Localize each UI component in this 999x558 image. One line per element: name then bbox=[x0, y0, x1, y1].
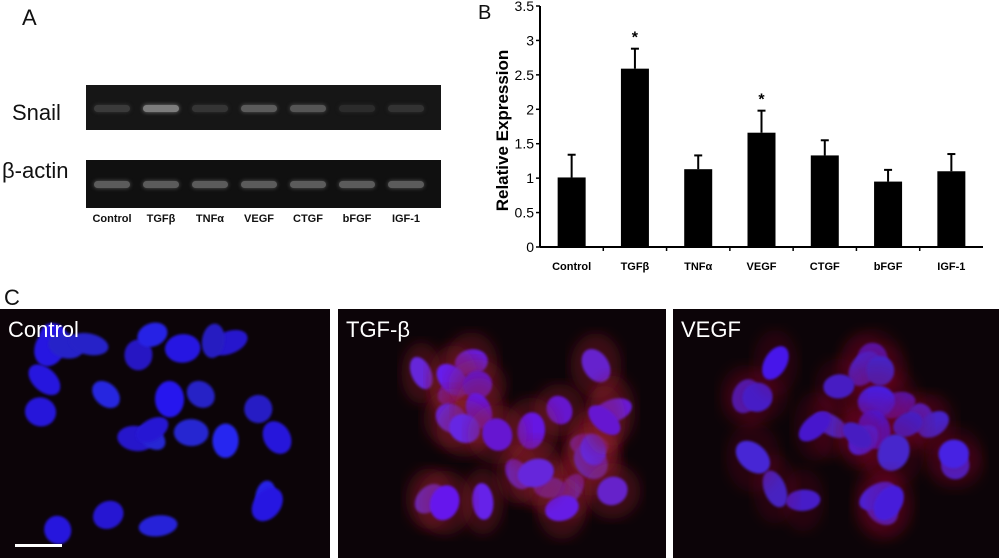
panel-label-b: B bbox=[478, 2, 492, 24]
nucleus bbox=[212, 423, 239, 458]
nucleus bbox=[409, 356, 433, 390]
nucleus bbox=[581, 348, 611, 383]
nucleus bbox=[137, 322, 168, 348]
nucleus bbox=[735, 440, 771, 474]
nucleus bbox=[201, 323, 225, 358]
nucleus bbox=[545, 495, 579, 522]
nucleus bbox=[429, 485, 460, 521]
gel-band bbox=[94, 181, 130, 188]
x-tick-label: Control bbox=[552, 261, 591, 273]
gel-band bbox=[388, 181, 424, 188]
gel-beta-actin bbox=[86, 160, 441, 208]
micrograph-label: TGF-β bbox=[346, 317, 410, 342]
x-tick-label: IGF-1 bbox=[937, 261, 965, 273]
micrograph-label: Control bbox=[8, 317, 79, 342]
gel-row-label-snail: Snail bbox=[12, 100, 61, 125]
nucleus bbox=[186, 380, 215, 408]
nucleus bbox=[164, 334, 201, 363]
micrograph-label: VEGF bbox=[681, 317, 741, 342]
gel-band bbox=[290, 105, 326, 112]
panel-label-c: C bbox=[4, 285, 20, 310]
nucleus bbox=[842, 422, 872, 449]
x-tick-label: CTGF bbox=[810, 261, 840, 273]
gel-band bbox=[339, 181, 375, 188]
nucleus bbox=[938, 439, 970, 469]
nucleus bbox=[262, 421, 292, 454]
bar bbox=[747, 132, 776, 247]
micrograph-tgf-beta: TGF-β bbox=[338, 309, 666, 558]
gel-lane-label: IGF-1 bbox=[391, 213, 421, 225]
bar bbox=[620, 68, 649, 247]
gel-band bbox=[143, 181, 179, 188]
nucleus bbox=[69, 332, 109, 356]
nucleus bbox=[588, 405, 621, 436]
bar bbox=[874, 181, 903, 247]
nucleus bbox=[124, 339, 153, 371]
gel-lane-label: TGFβ bbox=[146, 213, 176, 225]
y-tick-label: 3 bbox=[526, 32, 534, 48]
gel-band bbox=[290, 181, 326, 188]
nucleus bbox=[597, 476, 628, 506]
nucleus bbox=[762, 346, 789, 380]
y-tick-label: 3.5 bbox=[515, 0, 535, 14]
gel-band bbox=[241, 181, 277, 188]
nucleus bbox=[136, 417, 169, 443]
y-tick-label: 0.5 bbox=[515, 205, 535, 221]
gel-band bbox=[388, 105, 424, 112]
gel-lane-label: TNFα bbox=[195, 213, 225, 225]
nucleus bbox=[244, 394, 273, 424]
y-tick-label: 2.5 bbox=[515, 67, 535, 83]
bar bbox=[810, 155, 839, 247]
gel-lane-label: VEGF bbox=[244, 213, 274, 225]
gel-band bbox=[192, 105, 228, 112]
scale-bar bbox=[15, 544, 62, 547]
nucleus bbox=[93, 500, 124, 530]
bar bbox=[684, 169, 713, 247]
y-tick-label: 1.5 bbox=[515, 136, 535, 152]
gel-band bbox=[339, 105, 375, 112]
micrograph-control: Control bbox=[0, 309, 330, 558]
nucleus bbox=[877, 434, 910, 471]
gel-band bbox=[94, 105, 130, 112]
nucleus bbox=[44, 515, 72, 545]
nucleus bbox=[138, 515, 178, 537]
nucleus bbox=[24, 397, 57, 427]
nucleus bbox=[823, 374, 855, 399]
y-tick-label: 0 bbox=[526, 239, 534, 255]
y-tick-label: 2 bbox=[526, 101, 534, 117]
gel-row-label-actin: β-actin bbox=[2, 158, 69, 183]
gel-snail bbox=[86, 85, 441, 130]
gel-band bbox=[192, 181, 228, 188]
gel-lane-label: CTGF bbox=[293, 213, 323, 225]
gel-lane-label: Control bbox=[92, 213, 132, 225]
nucleus bbox=[798, 411, 831, 442]
nucleus bbox=[517, 458, 554, 488]
x-tick-label: TGFβ bbox=[621, 261, 650, 273]
bar bbox=[557, 177, 586, 247]
y-tick-label: 1 bbox=[526, 170, 534, 186]
nucleus bbox=[154, 380, 185, 418]
panel-label-a: A bbox=[22, 5, 37, 30]
nucleus bbox=[92, 380, 120, 409]
bar bbox=[937, 171, 966, 247]
nucleus bbox=[873, 485, 904, 521]
gel-band bbox=[143, 105, 179, 112]
micrograph-vegf: VEGF bbox=[673, 309, 999, 558]
x-tick-label: bFGF bbox=[874, 261, 903, 273]
significance-marker: * bbox=[758, 92, 765, 109]
gel-lane-label: bFGF bbox=[342, 213, 372, 225]
nucleus bbox=[173, 419, 209, 447]
significance-marker: * bbox=[632, 30, 639, 47]
bar-chart: 0 0.5 1 1.5 2 2.5 3 3.5 Relative Expression Contr… bbox=[493, 0, 983, 273]
x-tick-label: TNFα bbox=[684, 261, 712, 273]
nucleus bbox=[251, 487, 283, 522]
x-tick-label: VEGF bbox=[747, 261, 777, 273]
gel-band bbox=[241, 105, 277, 112]
nucleus bbox=[482, 418, 513, 451]
nucleus bbox=[28, 364, 61, 396]
nucleus bbox=[472, 483, 494, 520]
y-axis-title: Relative Expression bbox=[493, 50, 512, 212]
